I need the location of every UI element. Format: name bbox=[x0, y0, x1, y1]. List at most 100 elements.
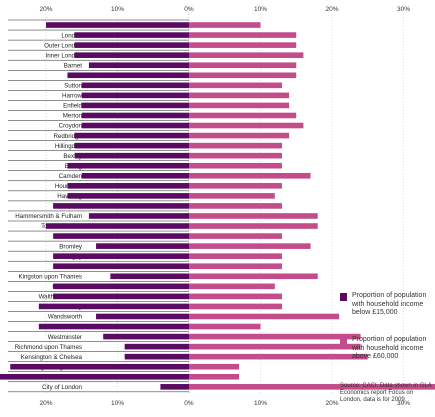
bar-low-income bbox=[124, 343, 189, 350]
x-tick-label-top: 20% bbox=[39, 6, 52, 13]
bar-high-income bbox=[189, 343, 361, 350]
bar-high-income bbox=[189, 253, 282, 259]
bar-low-income bbox=[74, 52, 189, 58]
category-label: Barnet bbox=[64, 62, 83, 69]
bar-low-income bbox=[103, 333, 189, 340]
bar-low-income bbox=[67, 183, 189, 189]
category-label: Kensington & Chelsea bbox=[21, 354, 83, 361]
x-tick-label-bottom: 10% bbox=[111, 400, 124, 407]
bar-high-income bbox=[189, 243, 311, 249]
legend-label-high-income: Proportion of population with household … bbox=[352, 336, 427, 360]
bar-high-income bbox=[189, 92, 290, 99]
bar-high-income bbox=[189, 122, 304, 129]
bar-low-income bbox=[96, 313, 189, 320]
bar-low-income bbox=[53, 253, 190, 259]
bar-high-income bbox=[189, 62, 297, 69]
bar-low-income bbox=[38, 323, 189, 330]
bar-high-income bbox=[189, 384, 435, 390]
x-tick-label-top: 10% bbox=[254, 6, 267, 13]
legend-swatch-low-income bbox=[340, 293, 347, 301]
bar-low-income bbox=[10, 363, 189, 370]
category-label: Bromley bbox=[59, 243, 83, 250]
x-tick-label-bottom: 30% bbox=[397, 400, 410, 407]
legend-item-low-income: Proportion of population with household … bbox=[340, 292, 432, 318]
category-label: Camden bbox=[59, 173, 83, 180]
x-tick-label-top: 20% bbox=[325, 6, 338, 13]
bar-low-income bbox=[74, 142, 189, 149]
bar-low-income bbox=[53, 233, 190, 239]
bar-high-income bbox=[189, 82, 282, 89]
category-label: Inner London bbox=[46, 52, 83, 59]
bar-low-income bbox=[46, 22, 189, 28]
category-label: Richmond upon Thames bbox=[15, 344, 82, 351]
bar-high-income bbox=[189, 112, 297, 119]
category-label: City of London bbox=[42, 384, 82, 391]
bar-low-income bbox=[81, 112, 189, 119]
category-label: Wandsworth bbox=[48, 314, 83, 321]
bar-high-income bbox=[189, 102, 290, 109]
category-label: Kingston upon Thames bbox=[18, 273, 82, 280]
bar-high-income bbox=[189, 22, 261, 28]
bar-low-income bbox=[53, 293, 190, 300]
bar-high-income bbox=[189, 72, 297, 79]
bar-low-income bbox=[53, 203, 190, 209]
category-label: Outer London bbox=[44, 42, 82, 49]
bar-high-income bbox=[189, 223, 318, 229]
bar-low-income bbox=[96, 243, 189, 249]
bar-high-income bbox=[189, 303, 282, 310]
bar-low-income bbox=[74, 132, 189, 139]
bar-low-income bbox=[124, 353, 189, 360]
bar-low-income bbox=[38, 303, 189, 310]
x-tick-label-bottom: 0% bbox=[184, 400, 194, 407]
bar-low-income bbox=[81, 122, 189, 129]
x-tick-label-top: 0% bbox=[184, 6, 194, 13]
x-tick-label-top: 10% bbox=[111, 6, 124, 13]
bar-low-income bbox=[67, 162, 189, 169]
bar-low-income bbox=[53, 263, 190, 270]
bar-high-income bbox=[189, 313, 340, 320]
category-label: Hillingdon bbox=[55, 143, 83, 150]
bar-high-income bbox=[189, 183, 282, 189]
bar-high-income bbox=[189, 333, 361, 340]
bar-high-income bbox=[189, 323, 261, 330]
bar-low-income bbox=[74, 32, 189, 38]
bar-high-income bbox=[189, 293, 282, 300]
x-tick-label-top: 30% bbox=[397, 6, 410, 13]
bar-low-income bbox=[74, 42, 189, 48]
bar-low-income bbox=[88, 62, 189, 69]
bar-high-income bbox=[189, 52, 304, 58]
bar-low-income bbox=[81, 82, 189, 89]
x-tick-label-bottom: 10% bbox=[254, 400, 267, 407]
category-label: London bbox=[61, 32, 82, 39]
bar-low-income bbox=[81, 92, 189, 99]
category-label: Merton bbox=[63, 113, 83, 120]
bar-low-income bbox=[160, 384, 189, 390]
bar-high-income bbox=[189, 233, 282, 239]
bar-high-income bbox=[189, 152, 282, 159]
x-tick-label-bottom: 20% bbox=[325, 400, 338, 407]
bar-low-income bbox=[53, 283, 190, 290]
category-label: Sutton bbox=[64, 83, 82, 90]
category-label: Westminster bbox=[48, 334, 82, 341]
x-tick-label-bottom: 20% bbox=[39, 400, 52, 407]
bar-high-income bbox=[189, 203, 282, 209]
legend-label-low-income: Proportion of population with household … bbox=[352, 292, 427, 316]
source-note: Source: CACI. Data shown in GLA Economic… bbox=[340, 383, 432, 403]
category-label: Hammersmith & Fulham bbox=[15, 213, 82, 220]
bar-low-income bbox=[110, 273, 189, 280]
bar-high-income bbox=[189, 353, 368, 360]
bar-high-income bbox=[189, 42, 297, 48]
bar-high-income bbox=[189, 213, 318, 219]
category-label: Bexley bbox=[63, 153, 82, 160]
bar-low-income bbox=[74, 152, 189, 159]
bar-low-income bbox=[67, 193, 189, 199]
bar-high-income bbox=[189, 263, 282, 270]
bar-high-income bbox=[189, 193, 275, 199]
bar-high-income bbox=[189, 32, 297, 38]
bar-low-income bbox=[46, 223, 189, 229]
bar-low-income bbox=[67, 72, 189, 79]
legend-item-high-income: Proportion of population with household … bbox=[340, 336, 432, 362]
bar-high-income bbox=[189, 363, 240, 370]
